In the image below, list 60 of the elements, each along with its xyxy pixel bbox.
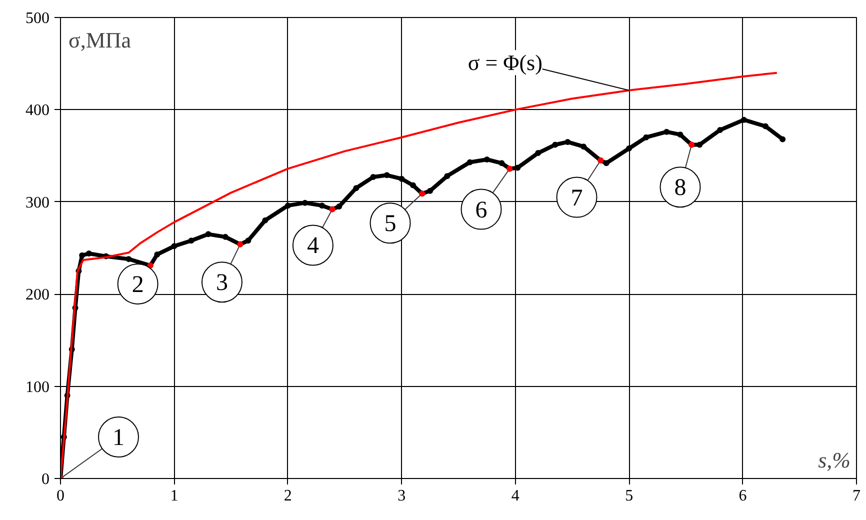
point [188,238,194,244]
point [284,202,291,209]
x-tick-label: 3 [398,488,406,504]
point [603,160,610,166]
point [126,256,132,262]
point [740,116,747,123]
point [643,134,650,140]
point [86,250,92,257]
point [466,159,473,166]
point [245,238,252,244]
annotation: 6 [475,197,488,224]
point [205,231,212,238]
point [410,182,416,188]
point [762,123,769,130]
annotation: 1 [112,425,124,452]
point [353,185,360,192]
x-tick-label: 0 [56,488,64,504]
point [444,173,450,180]
point [696,142,703,148]
y-tick-label: 200 [26,286,50,304]
point [154,251,160,258]
point [626,145,632,152]
point [780,136,786,142]
point [171,243,178,250]
point [262,217,268,224]
point [564,138,571,145]
point [535,150,542,156]
y-tick-label: 400 [26,102,50,120]
y-tick-label: 300 [26,194,50,212]
point [580,144,587,150]
x-tick-label: 2 [284,488,292,504]
point [664,128,670,135]
x-tick-label: 7 [852,488,860,504]
point [427,188,434,194]
point [79,252,86,258]
point [319,202,326,209]
point [552,142,558,148]
annotation: 5 [384,211,396,238]
annotation: 7 [570,185,583,212]
point [677,132,684,138]
x-tick-label: 4 [511,488,520,504]
annotation: 8 [674,175,686,202]
point [498,160,505,166]
y-tick-label: 500 [26,10,50,27]
point [717,126,724,133]
x-axis-title: s,% [818,448,851,472]
x-tick-label: 1 [170,488,178,504]
point [336,204,342,210]
point [370,174,376,180]
y-axis-title: σ,МПа [68,28,132,52]
point [398,176,405,182]
x-tick-label: 6 [738,488,747,504]
y-tick-label: 0 [42,471,50,488]
annotation: 4 [306,233,319,260]
annotation: 3 [216,270,228,296]
series-label: σ = Φ(s) [468,50,542,76]
y-tick-label: 100 [26,378,50,396]
point [384,172,390,178]
annotation: 2 [132,272,144,298]
x-tick-label: 5 [625,488,634,504]
